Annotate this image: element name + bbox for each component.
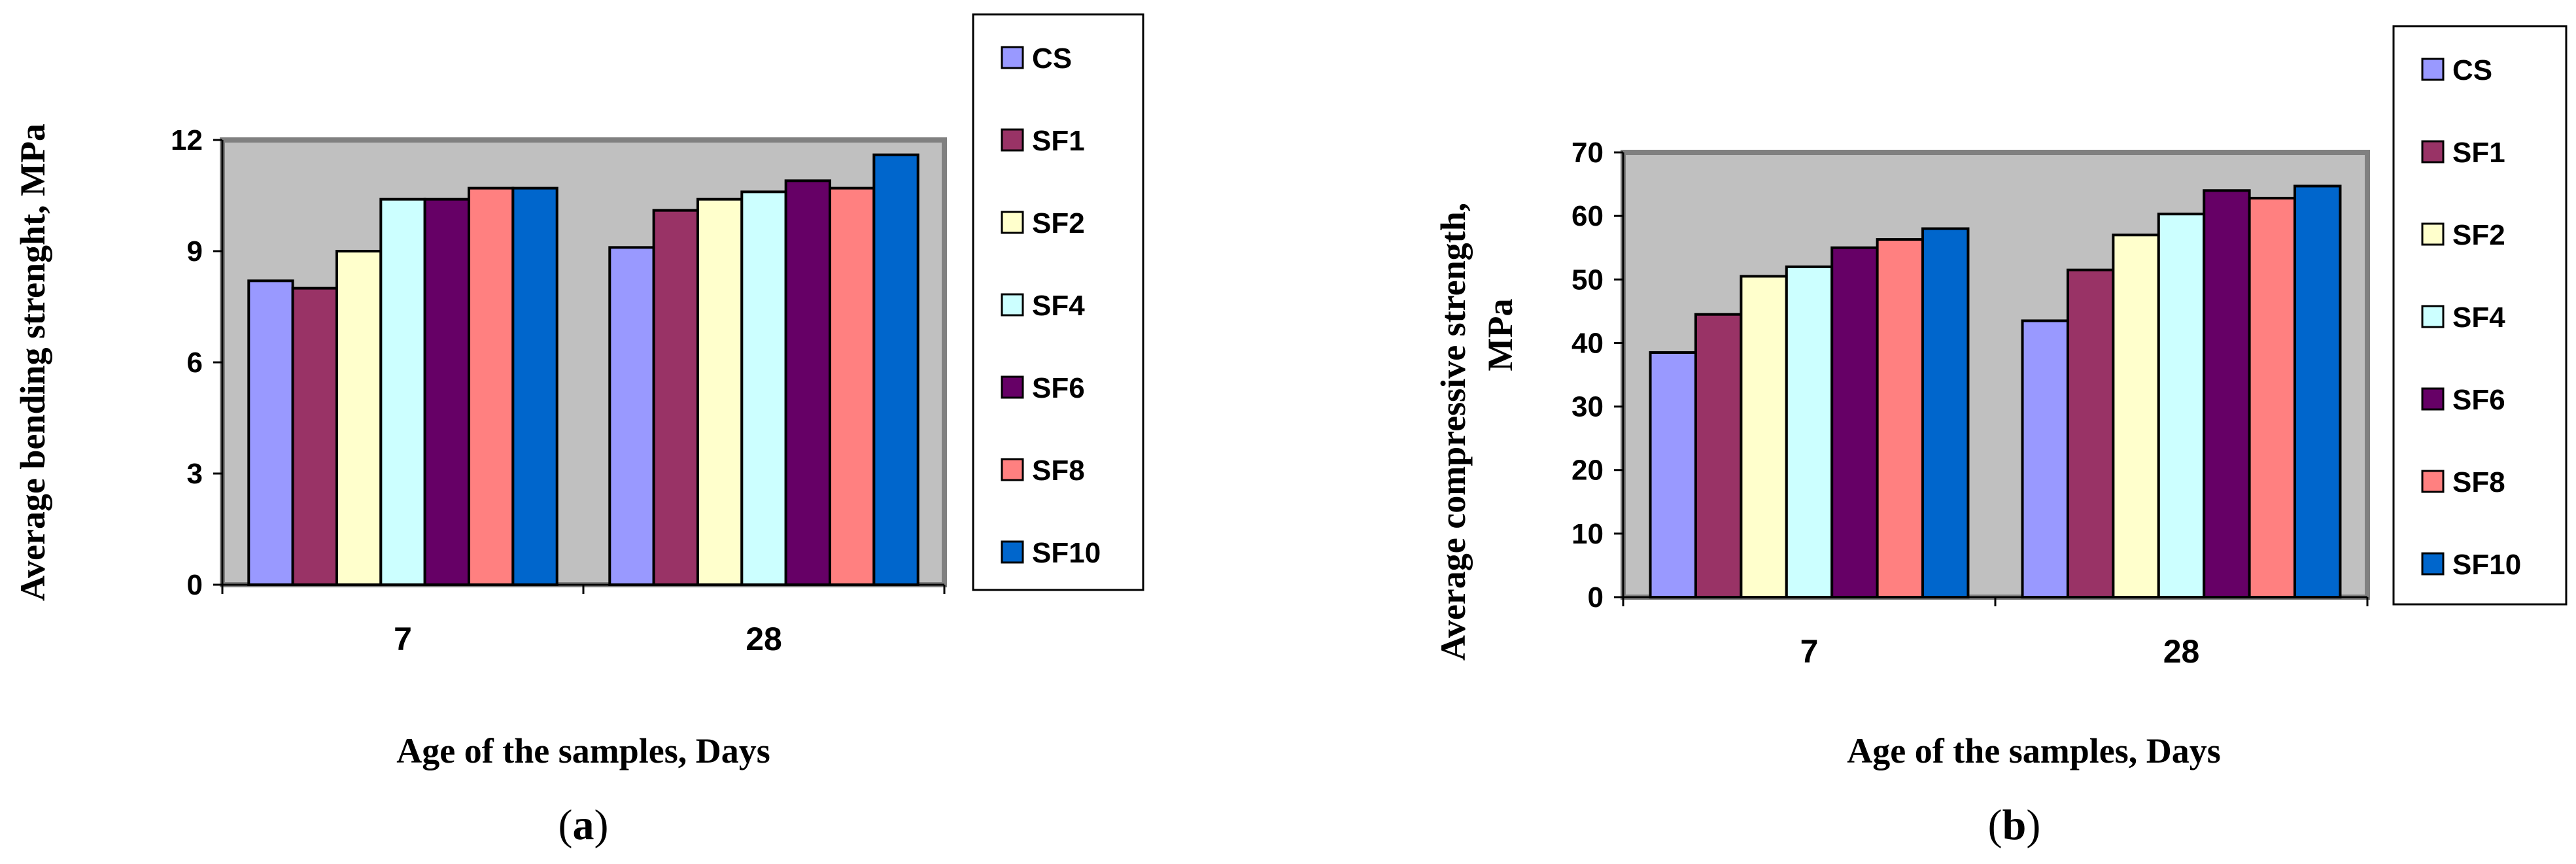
chart-a-bar-sf2-7 (335, 250, 383, 586)
chart-a-legend-swatch-sf2 (1001, 211, 1024, 234)
chart-b-legend-swatch-cs (2421, 58, 2445, 81)
chart-a-bar-sf4-7 (379, 198, 426, 586)
chart-a-bar-sf2-28 (696, 198, 744, 586)
chart-a-legend-label-sf6: SF6 (1032, 372, 1085, 404)
chart-b-y-axis-title-line1: Average compressive strength, (1434, 203, 1473, 661)
chart-a-y-tick-label: 12 (171, 124, 203, 156)
chart-a-bars (247, 153, 919, 587)
chart-a-legend-label-sf8: SF8 (1032, 455, 1085, 487)
chart-a-y-tick-label: 3 (187, 458, 203, 490)
chart-a-x-tick-label: 7 (394, 621, 412, 657)
chart-b-bar-sf2-7 (1740, 275, 1788, 598)
chart-b-legend-items: CS SF1 SF2 SF4 SF6 SF8 SF10 (2421, 54, 2521, 581)
chart-a-bar-sf8-7 (468, 186, 515, 586)
chart-a-legend-label-sf10: SF10 (1032, 537, 1101, 569)
chart-a-bar-sf6-7 (423, 198, 471, 586)
chart-a-legend-label-sf4: SF4 (1032, 290, 1085, 322)
chart-b-bar-sf4-7 (1785, 265, 1834, 598)
chart-a-y-axis-title: Average bending strenght, MPa (13, 124, 52, 601)
chart-b-legend-label-sf6: SF6 (2452, 384, 2505, 416)
chart-b: 0 10 20 30 40 50 60 70 7 28 Average compressive s… (1434, 25, 2567, 849)
chart-b-x-axis-title: Age of the samples, Days (1847, 731, 2220, 770)
chart-a-ticks: 0 3 6 9 12 7 28 (171, 124, 946, 657)
chart-b-bar-sf10-28 (2293, 184, 2342, 598)
chart-a-bar-sf6-28 (784, 179, 832, 587)
chart-b-legend-label-sf2: SF2 (2452, 219, 2505, 251)
chart-b-y-tick-label: 50 (1571, 264, 1604, 296)
chart-b-legend-swatch-sf1 (2421, 140, 2445, 164)
chart-b-legend-swatch-sf2 (2421, 222, 2445, 246)
chart-a-bar-sf4-28 (740, 190, 787, 587)
chart-b-y-tick-label: 0 (1588, 581, 1604, 613)
chart-b-legend-swatch-sf8 (2421, 470, 2445, 493)
chart-a-bar-sf1-7 (291, 286, 338, 586)
chart-a-legend-items: CS SF1 SF2 SF4 SF6 SF8 SF10 (1001, 43, 1101, 569)
chart-b-x-tick-label: 28 (2163, 633, 2200, 670)
chart-b-bar-sf8-28 (2248, 196, 2297, 598)
chart-a-legend-swatch-cs (1001, 46, 1024, 69)
chart-b-y-tick-label: 70 (1571, 137, 1604, 169)
chart-b-y-axis-title-line2: MPa (1481, 299, 1520, 372)
chart-a-legend-swatch-sf4 (1001, 293, 1024, 317)
chart-a-x-axis-title: Age of the samples, Days (396, 731, 770, 770)
chart-b-bar-cs-28 (2021, 319, 2069, 598)
chart-a-y-tick-label: 6 (187, 347, 203, 379)
chart-b-bar-cs-7 (1649, 351, 1697, 598)
chart-b-bar-sf10-7 (1921, 227, 1970, 599)
chart-a-legend-swatch-sf8 (1001, 458, 1024, 481)
chart-a-x-tick-label: 28 (746, 621, 782, 657)
chart-a-bar-sf10-7 (511, 186, 558, 586)
chart-b-bar-sf8-7 (1876, 238, 1925, 599)
chart-b-bar-sf6-28 (2203, 189, 2251, 598)
chart-b-legend-label-sf4: SF4 (2452, 302, 2505, 334)
chart-b-bar-sf2-28 (2112, 233, 2160, 598)
chart-b-y-tick-label: 10 (1571, 518, 1604, 550)
chart-b-legend-label-cs: CS (2452, 54, 2492, 86)
chart-b-y-tick-label: 40 (1571, 327, 1604, 359)
chart-a-bar-cs-28 (608, 246, 655, 587)
chart-a-bar-cs-7 (247, 279, 294, 586)
chart-b-legend-label-sf10: SF10 (2452, 549, 2521, 581)
chart-a-bar-sf8-28 (829, 186, 876, 586)
chart-a-legend-label-sf2: SF2 (1032, 207, 1085, 239)
chart-a-y-tick-label: 9 (187, 235, 203, 268)
chart-a-legend-swatch-sf1 (1001, 128, 1024, 152)
chart-a-bar-sf10-28 (872, 153, 919, 586)
chart-b-legend-label-sf8: SF8 (2452, 466, 2505, 498)
chart-b-legend-swatch-sf10 (2421, 552, 2445, 576)
panel-label-b: (b) (1988, 801, 2041, 849)
chart-b-y-tick-label: 60 (1571, 200, 1604, 232)
chart-a-y-tick-label: 0 (187, 569, 203, 601)
chart-b-bars (1649, 184, 2342, 599)
chart-b-legend-swatch-sf6 (2421, 387, 2445, 411)
chart-a-legend-label-sf1: SF1 (1032, 125, 1085, 157)
chart-b-legend-swatch-sf4 (2421, 305, 2445, 328)
chart-b-bar-sf1-7 (1694, 313, 1743, 598)
chart-b-y-tick-label: 20 (1571, 455, 1604, 487)
chart-b-legend-label-sf1: SF1 (2452, 137, 2505, 169)
chart-b-x-tick-label: 7 (1800, 633, 1819, 670)
chart-a-legend-swatch-sf10 (1001, 540, 1024, 564)
chart-b-ticks: 0 10 20 30 40 50 60 70 7 28 (1571, 137, 2369, 670)
chart-b-y-tick-label: 30 (1571, 391, 1604, 423)
chart-a-legend-swatch-sf6 (1001, 375, 1024, 399)
chart-b-bar-sf4-28 (2157, 213, 2206, 598)
chart-a-legend-label-cs: CS (1032, 43, 1072, 75)
chart-a-bar-sf1-28 (652, 209, 699, 586)
chart-b-bar-sf6-7 (1830, 246, 1879, 598)
panel-label-a: (a) (558, 801, 609, 849)
chart-b-bar-sf1-28 (2066, 268, 2115, 598)
